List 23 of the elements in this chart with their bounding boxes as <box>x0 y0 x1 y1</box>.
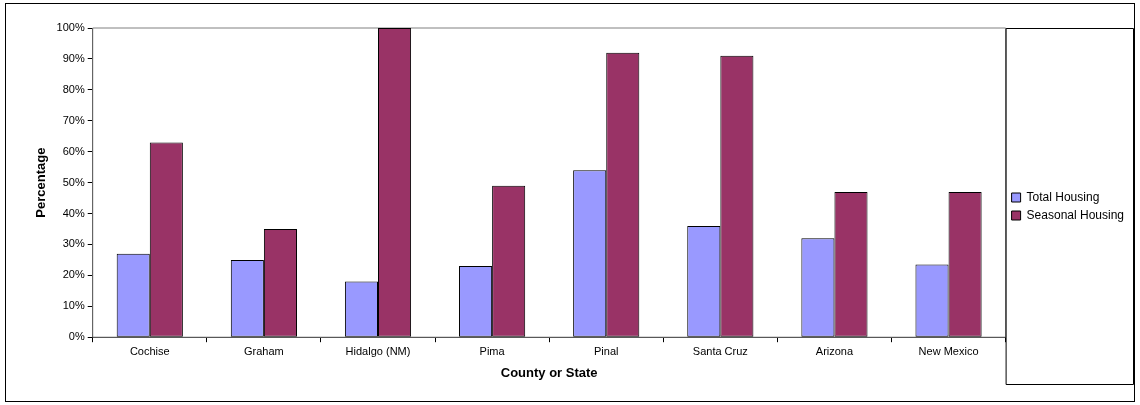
x-axis-title: County or State <box>500 364 598 380</box>
legend-label: Total Housing <box>1026 189 1100 204</box>
x-tick-label: Santa Cruz <box>692 344 748 357</box>
legend-label: Seasonal Housing <box>1026 207 1125 222</box>
y-axis-title: Percentage <box>33 147 49 218</box>
y-tick-label: 60% <box>62 144 85 157</box>
y-tick-label: 90% <box>62 51 85 64</box>
x-tick-label: New Mexico <box>918 344 979 357</box>
x-tick-label: Pima <box>479 344 506 357</box>
y-tick-label: 100% <box>56 21 85 34</box>
x-tick-label: Graham <box>244 344 284 357</box>
x-tick-label: Cochise <box>129 344 170 357</box>
x-tick-label: Pinal <box>593 344 619 357</box>
x-tick-label: Hidalgo (NM) <box>345 344 411 357</box>
y-tick-label: 70% <box>62 113 85 126</box>
y-tick-label: 10% <box>62 299 85 312</box>
y-tick-label: 20% <box>62 268 85 281</box>
y-tick-label: 0% <box>68 330 85 343</box>
y-tick-label: 80% <box>62 82 85 95</box>
y-tick-label: 40% <box>62 206 85 219</box>
y-tick-label: 30% <box>62 237 85 250</box>
x-tick-label: Arizona <box>815 344 854 357</box>
y-tick-label: 50% <box>62 175 85 188</box>
